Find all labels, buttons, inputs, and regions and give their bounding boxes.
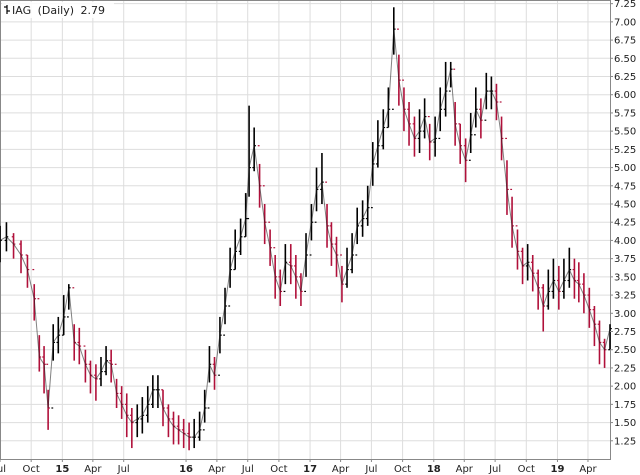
y-tick-label: 3.25 (614, 291, 636, 302)
y-tick-label: 5.25 (614, 145, 636, 156)
x-tick-label: Oct (23, 464, 40, 475)
y-tick-label: 5.50 (614, 127, 636, 138)
x-tick-label: Apr (208, 464, 226, 475)
x-tick-label: 17 (303, 464, 317, 475)
y-tick-label: 6.25 (614, 72, 636, 83)
y-tick-label: 6.50 (614, 54, 636, 65)
y-tick-label: 1.75 (614, 400, 636, 411)
y-tick-label: 2.75 (614, 327, 636, 338)
y-tick-label: 5.75 (614, 108, 636, 119)
legend-last-value: 2.79 (81, 4, 106, 17)
y-tick-label: 7.25 (614, 0, 636, 10)
x-tick-label: Apr (332, 464, 350, 475)
legend-background (2, 2, 114, 18)
x-axis: Jul Oct 15 Apr Jul 16 Apr Jul Oct 17 Apr Jul Oct 18 Ap… (0, 459, 598, 475)
legend-period: (Daily) (38, 4, 74, 17)
y-tick-label: 4.00 (614, 236, 636, 247)
y-tick-label: 5.00 (614, 163, 636, 174)
legend-symbol: IAG (12, 4, 31, 17)
svg-text:IAG (Daily) 2.79: IAG (Daily) 2.79 (12, 4, 105, 17)
y-tick-label: 4.50 (614, 200, 636, 211)
y-tick-label: 1.50 (614, 418, 636, 429)
x-tick-label: 16 (179, 464, 193, 475)
x-tick-label: Oct (394, 464, 411, 475)
x-tick-label: Apr (84, 464, 102, 475)
price-bar (608, 324, 612, 351)
close-line (0, 29, 611, 438)
x-tick-label: 15 (55, 464, 69, 475)
x-tick-label: Apr (456, 464, 474, 475)
y-tick-label: 4.25 (614, 218, 636, 229)
x-tick-label: Jul (241, 464, 254, 475)
grid-lines (0, 0, 610, 459)
legend: IAG (Daily) 2.79 (2, 2, 114, 18)
y-tick-label: 3.00 (614, 309, 636, 320)
y-tick-label: 2.50 (614, 345, 636, 356)
y-tick-label: 7.00 (614, 17, 636, 28)
x-tick-label: 18 (427, 464, 441, 475)
x-tick-label: 19 (551, 464, 565, 475)
price-bars (0, 7, 612, 451)
y-tick-label: 6.00 (614, 90, 636, 101)
y-tick-label: 3.50 (614, 272, 636, 283)
x-tick-label: Jul (117, 464, 130, 475)
y-axis: 1.25 1.50 1.75 2.00 2.25 2.50 2.75 3.00 3.25 3.50… (610, 0, 636, 447)
x-tick-label: Jul (0, 464, 6, 475)
y-tick-label: 3.75 (614, 254, 636, 265)
x-tick-label: Oct (518, 464, 535, 475)
y-tick-label: 2.25 (614, 363, 636, 374)
x-tick-label: Apr (579, 464, 597, 475)
x-tick-label: Jul (488, 464, 501, 475)
x-tick-label: Oct (270, 464, 287, 475)
y-tick-label: 1.25 (614, 436, 636, 447)
x-tick-label: Jul (364, 464, 377, 475)
y-tick-label: 6.75 (614, 36, 636, 47)
y-tick-label: 4.75 (614, 181, 636, 192)
y-tick-label: 2.00 (614, 382, 636, 393)
ohlc-bar-icon (4, 5, 10, 14)
